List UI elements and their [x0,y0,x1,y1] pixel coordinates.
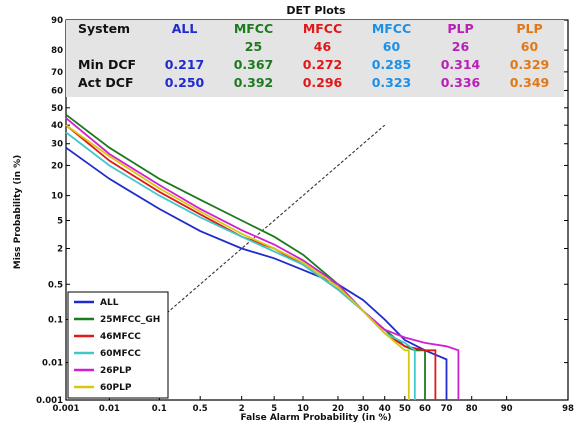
x-axis-label: False Alarm Probability (in %) [240,413,391,423]
table-header-row: System ALL MFCC MFCC MFCC PLP PLP [66,20,564,38]
x-tick-label: 20 [332,404,344,414]
x-tick-label: 98 [562,404,574,414]
x-tick-label: 40 [379,404,391,414]
col-name: PLP [516,21,543,36]
y-tick-label: 60 [51,86,63,96]
x-tick-label: 5 [271,404,277,414]
x-tick-label: 2 [239,404,245,414]
legend-label: 60MFCC [100,349,141,359]
system-header: System [78,21,131,36]
x-tick-label: 80 [466,404,478,414]
legend-label: 46MFCC [100,332,141,342]
min-dcf-value: 0.272 [302,57,343,72]
x-tick-label: 90 [501,404,513,414]
series-line-60mfcc [65,131,416,400]
col-sub: 46 [313,39,332,54]
act-dcf-value: 0.392 [233,75,274,90]
y-tick-label: 40 [51,121,63,131]
col-name: MFCC [233,21,274,36]
y-tick-label: 5 [57,216,63,226]
y-tick-label: 70 [51,68,63,78]
min-dcf-value: 0.314 [440,57,481,72]
y-tick-label: 50 [51,104,63,114]
legend-label: 26PLP [100,366,132,376]
x-tick-label: 0.5 [193,404,208,414]
col-sub: 60 [382,39,401,54]
col-name: PLP [447,21,474,36]
x-tick-label: 0.1 [152,404,167,414]
col-sub: 25 [244,39,263,54]
series-line-60plp [65,124,410,400]
x-tick-label: 0.001 [53,404,80,414]
legend-box [67,291,169,399]
col-name: MFCC [371,21,412,36]
x-tick-label: 60 [419,404,431,414]
col-sub: 60 [520,39,539,54]
col-sub: 26 [451,39,470,54]
series-line-26plp [65,117,460,400]
min-dcf-label: Min DCF [78,57,137,72]
act-dcf-value: 0.323 [371,75,412,90]
y-tick-label: 20 [51,161,63,171]
curves [65,113,460,400]
min-dcf-row: Min DCF 0.217 0.367 0.272 0.285 0.314 0.… [66,56,564,74]
act-dcf-value: 0.296 [302,75,343,90]
x-tick-label: 50 [399,404,411,414]
act-dcf-label: Act DCF [78,75,134,90]
act-dcf-value: 0.336 [440,75,481,90]
col-name: MFCC [302,21,343,36]
y-tick-label: 80 [51,46,63,56]
legend: ALL 25MFCC_GH 46MFCC 60MFCC 26PLP 60PLP [67,291,169,399]
x-tick-label: 30 [357,404,369,414]
col-sub [150,38,219,56]
chart-title: DET Plots [286,4,346,17]
y-tick-label: 90 [51,16,63,26]
y-tick-label: 10 [51,192,63,202]
y-tick-label: 0.001 [36,396,63,406]
y-tick-label: 0.01 [42,359,63,369]
reference-dashed-line [158,124,386,320]
legend-label: ALL [100,298,119,308]
equal-error-diagonal [158,124,386,320]
results-table: System ALL MFCC MFCC MFCC PLP PLP 25 46 … [66,20,564,97]
min-dcf-value: 0.367 [233,57,274,72]
y-tick-label: 0.5 [48,280,63,290]
min-dcf-value: 0.217 [164,57,205,72]
y-tick-label: 2 [57,245,63,255]
x-tick-label: 70 [441,404,453,414]
legend-label: 25MFCC_GH [100,315,160,325]
act-dcf-value: 0.250 [164,75,205,90]
x-tick-label: 0.01 [99,404,120,414]
min-dcf-value: 0.329 [509,57,550,72]
y-axis-label: Miss Probability (in %) [13,155,23,270]
x-tick-label: 10 [297,404,309,414]
table-subheader-row: 25 46 60 26 60 [66,38,564,56]
legend-label: 60PLP [100,383,132,393]
act-dcf-row: Act DCF 0.250 0.392 0.296 0.323 0.336 0.… [66,74,564,92]
col-name: ALL [171,21,198,36]
y-tick-label: 30 [51,140,63,150]
act-dcf-value: 0.349 [509,75,550,90]
min-dcf-value: 0.285 [371,57,412,72]
y-tick-label: 0.1 [48,316,63,326]
